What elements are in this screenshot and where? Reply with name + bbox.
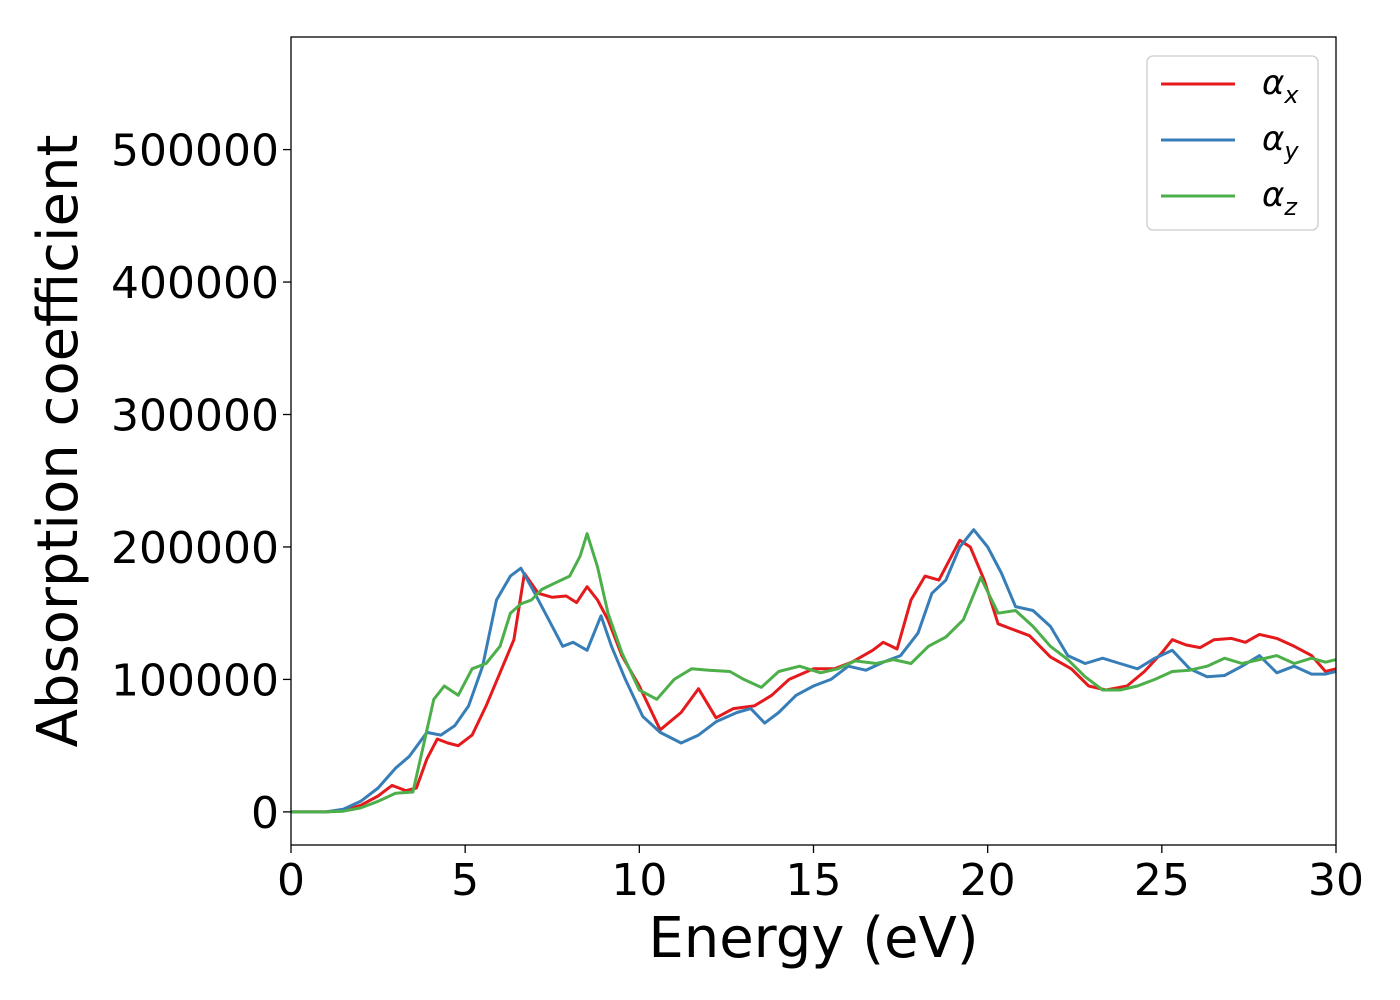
x-tick-label: 25 <box>1134 855 1190 906</box>
x-tick-label: 10 <box>611 855 667 906</box>
legend-label-y: αy <box>1262 119 1299 165</box>
x-tick-label: 0 <box>277 855 305 906</box>
x-tick-label: 20 <box>960 855 1016 906</box>
legend-frame <box>1146 55 1319 231</box>
series-lines <box>291 528 1336 814</box>
x-tick-label: 15 <box>786 855 842 906</box>
x-axis-label: Energy (eV) <box>648 906 978 971</box>
y-tick-label: 100000 <box>111 655 279 706</box>
x-tick-label: 30 <box>1308 855 1364 906</box>
plot-area <box>291 528 1336 814</box>
x-tick-label: 5 <box>451 855 479 906</box>
y-tick-label: 500000 <box>111 126 279 177</box>
y-tick-label: 0 <box>251 788 279 839</box>
series-line-x <box>291 538 1336 814</box>
series-line-y <box>291 528 1336 814</box>
legend-label-z: αz <box>1262 175 1298 221</box>
y-tick-label: 200000 <box>111 523 279 574</box>
y-tick-label: 400000 <box>111 258 279 309</box>
legend: αx αy αz <box>1146 55 1319 231</box>
y-tick-label: 300000 <box>111 391 279 442</box>
series-line-z <box>291 532 1336 814</box>
legend-label-x: αx <box>1262 63 1299 109</box>
y-axis-label: Absorption coefficient <box>26 135 91 748</box>
axes: 0 5 10 15 20 25 30 0 100000 200000 300000 400000 500… <box>111 36 1364 906</box>
